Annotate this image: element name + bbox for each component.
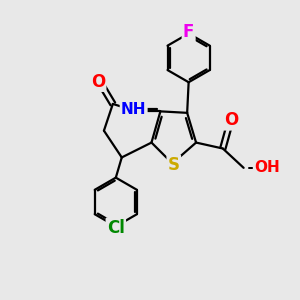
Text: S: S xyxy=(168,156,180,174)
Text: Cl: Cl xyxy=(107,219,125,237)
Text: OH: OH xyxy=(254,160,280,175)
Text: F: F xyxy=(183,23,194,41)
Text: O: O xyxy=(225,111,239,129)
Text: NH: NH xyxy=(121,102,146,117)
Text: O: O xyxy=(91,73,105,91)
